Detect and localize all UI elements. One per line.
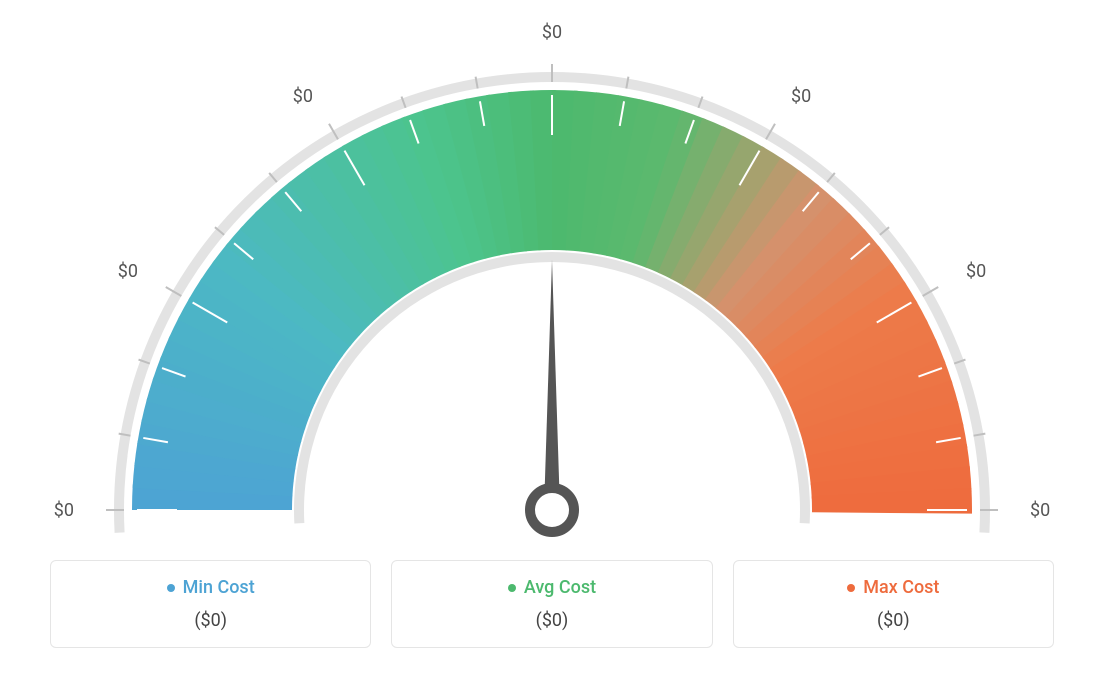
legend-label-text: Max Cost — [863, 577, 939, 598]
legend-value: ($0) — [71, 610, 350, 631]
scale-label: $0 — [966, 261, 986, 282]
legend-card: Max Cost ($0) — [733, 560, 1054, 648]
legend-row: Min Cost ($0) Avg Cost ($0) Max Cost ($0) — [20, 560, 1084, 648]
gauge-wrap: $0 $0 $0 $0 $0 $0 $0 — [20, 20, 1084, 550]
scale-label: $0 — [293, 86, 313, 107]
scale-label: $0 — [118, 261, 138, 282]
scale-label: $0 — [791, 86, 811, 107]
legend-value: ($0) — [754, 610, 1033, 631]
legend-label-text: Min Cost — [183, 577, 255, 598]
gauge-needle — [530, 260, 574, 532]
legend-value: ($0) — [412, 610, 691, 631]
legend-label: Min Cost — [71, 577, 350, 598]
legend-dot — [167, 584, 175, 592]
scale-label: $0 — [542, 22, 562, 43]
legend-label: Avg Cost — [412, 577, 691, 598]
gauge-chart-container: $0$0$0$0$0$0$0 Min Cost($0)Avg Cost($0)M… — [0, 0, 1104, 690]
scale-label: $0 — [1030, 500, 1050, 521]
legend-card: Min Cost ($0) — [50, 560, 371, 648]
legend-dot — [847, 584, 855, 592]
legend-label-text: Avg Cost — [524, 577, 596, 598]
legend-dot — [508, 584, 516, 592]
legend-card: Avg Cost ($0) — [391, 560, 712, 648]
legend-label: Max Cost — [754, 577, 1033, 598]
gauge-svg: $0 $0 $0 $0 $0 $0 $0 — [32, 20, 1072, 550]
scale-label: $0 — [54, 500, 74, 521]
